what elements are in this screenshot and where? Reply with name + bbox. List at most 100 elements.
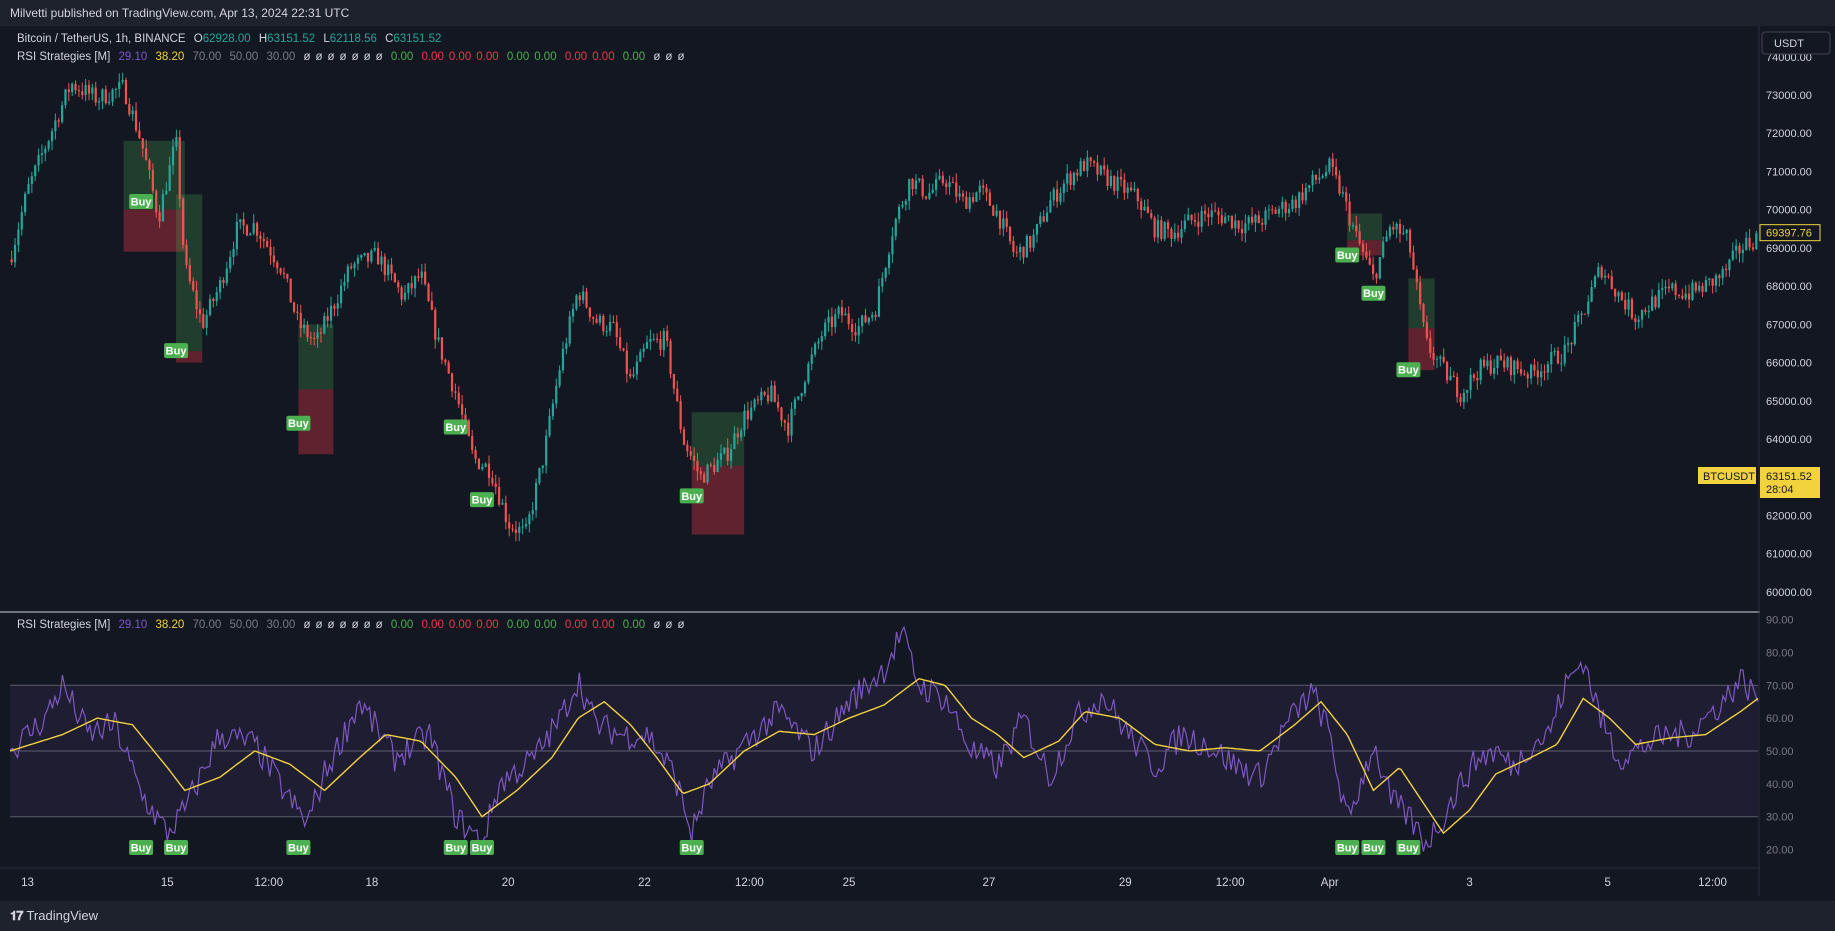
indicator-red-value: 0.00 xyxy=(421,619,444,631)
candle-body xyxy=(1550,352,1553,365)
candle-body xyxy=(824,322,827,337)
footer-brand[interactable]: TradingView xyxy=(26,908,99,923)
candle-body xyxy=(524,524,528,527)
candle-body xyxy=(1698,285,1701,291)
candle-body xyxy=(420,271,423,278)
candle-body xyxy=(1580,313,1583,315)
candle-body xyxy=(669,340,672,375)
price-tick-label: 68000.00 xyxy=(1766,281,1812,293)
candle-body xyxy=(413,276,417,289)
buy-label: Buy xyxy=(1337,843,1359,855)
candle-body xyxy=(941,175,944,184)
candle-body xyxy=(1674,283,1677,295)
indicator-red-value: 0.00 xyxy=(476,51,499,63)
buy-badge xyxy=(164,840,189,855)
candle-body xyxy=(726,447,729,461)
candle-body xyxy=(1079,161,1082,176)
high-value: 63151.52 xyxy=(267,33,316,45)
candle-body xyxy=(1311,174,1314,185)
buy-label: Buy xyxy=(288,418,310,430)
candle-body xyxy=(44,148,47,154)
candle-body xyxy=(1294,199,1297,209)
time-tick-label: 25 xyxy=(843,877,856,889)
candle-body xyxy=(1476,377,1479,381)
candle-body xyxy=(94,87,97,103)
candle-body xyxy=(212,298,215,302)
candle-body xyxy=(1099,165,1102,175)
candle-body xyxy=(1116,176,1119,191)
buy-signal: Buy xyxy=(164,343,189,359)
candle-body xyxy=(454,391,457,393)
candle-body xyxy=(145,148,148,161)
candle-body xyxy=(30,176,33,185)
take-profit-zone xyxy=(298,324,334,390)
candle-body xyxy=(1694,282,1697,291)
buy-badge xyxy=(1361,840,1386,855)
price-tick-label: 65000.00 xyxy=(1766,396,1812,408)
candle-body xyxy=(360,255,363,258)
candle-body xyxy=(91,87,94,94)
candle-body xyxy=(898,206,901,220)
candle-body xyxy=(1301,192,1304,201)
indicator-green-value: 0.00 xyxy=(622,619,646,631)
time-tick-label: 20 xyxy=(502,877,515,889)
candle-body xyxy=(1425,322,1428,339)
empty-mark: ø xyxy=(375,51,383,63)
candle-body xyxy=(1133,188,1136,191)
candle-body xyxy=(1284,201,1287,214)
buy-badge xyxy=(286,840,311,855)
candle-body xyxy=(1452,375,1455,377)
candle-body xyxy=(1402,233,1405,235)
footer-bar: 𝟏𝟕 TradingView xyxy=(0,901,1835,931)
candle-body xyxy=(1355,225,1358,232)
high-label: H xyxy=(258,33,268,45)
candle-body xyxy=(723,447,726,454)
candle-body xyxy=(585,291,588,308)
candle-body xyxy=(1422,304,1425,323)
candle-body xyxy=(1254,215,1257,223)
candle-body xyxy=(229,256,232,269)
buy-badge xyxy=(1335,247,1360,263)
candle-body xyxy=(672,374,676,389)
candle-body xyxy=(1140,201,1143,211)
candle-body xyxy=(578,295,581,301)
candle-body xyxy=(1234,220,1237,229)
candle-body xyxy=(1493,367,1496,374)
candle-body xyxy=(1701,285,1704,292)
candle-body xyxy=(1012,241,1015,252)
candle-body xyxy=(61,105,64,122)
price-tick-label: 60000.00 xyxy=(1766,587,1812,599)
candle-body xyxy=(151,169,154,192)
time-tick-label: 29 xyxy=(1119,877,1132,889)
candle-body xyxy=(323,315,326,334)
publish-header: Milvetti published on TradingView.com, A… xyxy=(0,0,1835,26)
candle-body xyxy=(1267,209,1270,211)
candle-body xyxy=(1714,275,1718,286)
empty-mark: ø xyxy=(653,51,661,63)
candle-body xyxy=(249,233,252,236)
buy-signal: Buy xyxy=(443,419,468,435)
candle-body xyxy=(857,326,860,336)
candle-body xyxy=(709,464,712,466)
candle-body xyxy=(511,528,514,530)
candle-body xyxy=(541,465,544,468)
empty-mark: ø xyxy=(327,51,335,63)
tradingview-logo-icon[interactable]: 𝟏𝟕 xyxy=(10,908,24,923)
candle-body xyxy=(1489,360,1492,374)
candle-body xyxy=(1183,220,1186,230)
candle-body xyxy=(1035,224,1039,235)
buy-label: Buy xyxy=(288,843,310,855)
candle-body xyxy=(1123,179,1126,193)
candle-body xyxy=(1540,371,1543,378)
candle-body xyxy=(565,343,568,349)
buy-badge xyxy=(443,419,468,435)
candle-body xyxy=(602,315,605,332)
candle-body xyxy=(632,374,635,377)
candle-body xyxy=(434,309,437,340)
candle-body xyxy=(679,401,682,430)
empty-mark: ø xyxy=(339,619,347,631)
candle-body xyxy=(1224,216,1227,224)
candle-body xyxy=(1244,223,1247,234)
candle-body xyxy=(548,416,551,436)
